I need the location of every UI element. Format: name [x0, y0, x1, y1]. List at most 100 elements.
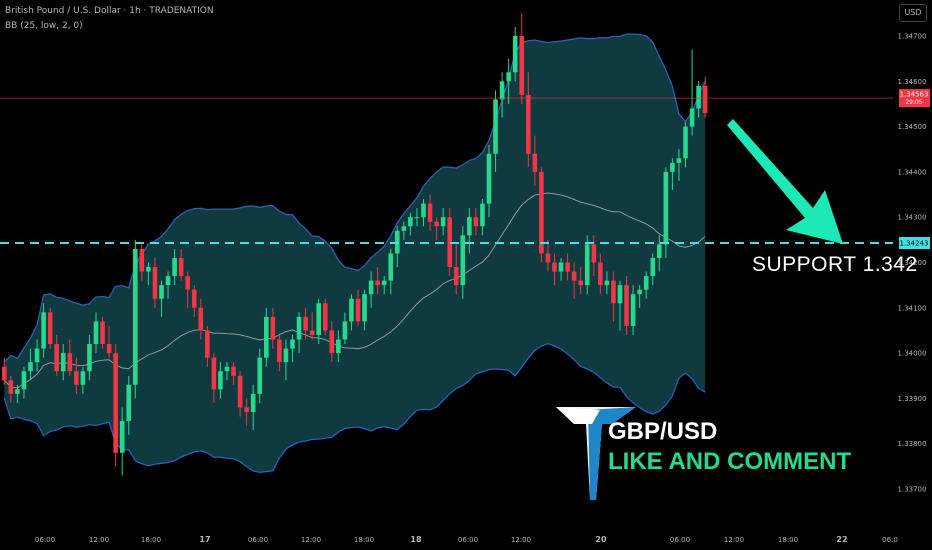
candle[interactable]	[15, 384, 20, 403]
candle[interactable]	[493, 90, 498, 172]
candle[interactable]	[388, 248, 394, 295]
candle[interactable]	[624, 276, 629, 335]
candle[interactable]	[480, 199, 485, 236]
candle[interactable]	[283, 339, 289, 381]
candle[interactable]	[159, 280, 164, 317]
candle[interactable]	[447, 208, 452, 277]
candle[interactable]	[257, 348, 263, 403]
candle[interactable]	[421, 199, 426, 227]
candle[interactable]	[512, 26, 518, 82]
candle[interactable]	[303, 307, 308, 340]
candle[interactable]	[519, 13, 525, 104]
candle[interactable]	[689, 49, 695, 136]
candle[interactable]	[8, 375, 14, 403]
candle[interactable]	[224, 362, 230, 381]
candle[interactable]	[683, 122, 688, 168]
candle[interactable]	[486, 144, 492, 218]
candle[interactable]	[552, 253, 557, 286]
candle[interactable]	[93, 312, 99, 354]
candle[interactable]	[617, 280, 623, 331]
candle[interactable]	[126, 375, 132, 435]
candle[interactable]	[571, 262, 577, 299]
candle[interactable]	[460, 226, 466, 299]
candle[interactable]	[119, 407, 125, 476]
candle[interactable]	[290, 334, 295, 363]
candle[interactable]	[41, 303, 46, 358]
candle[interactable]	[28, 348, 33, 381]
candle[interactable]	[611, 271, 616, 322]
candle[interactable]	[2, 357, 7, 385]
candle[interactable]	[250, 384, 256, 431]
candle[interactable]	[670, 158, 675, 191]
candle[interactable]	[146, 262, 151, 286]
candle[interactable]	[499, 72, 505, 118]
candle[interactable]	[191, 285, 197, 317]
candle[interactable]	[676, 149, 682, 181]
candle[interactable]	[336, 330, 341, 363]
candle[interactable]	[165, 271, 171, 299]
candle[interactable]	[270, 307, 276, 349]
candle[interactable]	[578, 267, 583, 295]
indicator-title[interactable]: BB (25, low, 2, 0)	[5, 21, 83, 31]
candle[interactable]	[434, 217, 439, 240]
candle[interactable]	[322, 298, 328, 335]
candle[interactable]	[473, 208, 479, 236]
candle[interactable]	[296, 312, 302, 354]
candle[interactable]	[545, 239, 551, 272]
candle[interactable]	[604, 271, 610, 295]
candle[interactable]	[401, 221, 407, 240]
candle[interactable]	[696, 81, 701, 118]
candle[interactable]	[598, 253, 603, 295]
candle[interactable]	[74, 357, 79, 394]
candle[interactable]	[630, 285, 636, 335]
candle[interactable]	[414, 208, 420, 227]
candle[interactable]	[368, 271, 374, 308]
candle[interactable]	[34, 339, 40, 372]
candle[interactable]	[172, 248, 177, 286]
candle[interactable]	[375, 267, 380, 295]
candle[interactable]	[211, 353, 217, 403]
candle[interactable]	[205, 325, 210, 367]
currency-button[interactable]: USD	[899, 4, 927, 22]
candle[interactable]	[663, 167, 669, 258]
candle[interactable]	[565, 253, 570, 281]
candle[interactable]	[113, 344, 118, 467]
candle[interactable]	[558, 257, 564, 281]
candle[interactable]	[342, 312, 348, 345]
candle[interactable]	[218, 362, 223, 399]
candle[interactable]	[381, 276, 387, 295]
candle[interactable]	[244, 398, 249, 426]
candle[interactable]	[87, 334, 92, 381]
candle[interactable]	[467, 208, 472, 254]
candle[interactable]	[650, 253, 656, 286]
candle[interactable]	[349, 294, 354, 331]
candle[interactable]	[637, 285, 642, 308]
candle[interactable]	[408, 212, 413, 236]
candle[interactable]	[526, 72, 531, 168]
candle[interactable]	[702, 76, 708, 118]
candle[interactable]	[453, 244, 459, 295]
candle[interactable]	[362, 289, 367, 331]
candle[interactable]	[506, 58, 511, 104]
candle[interactable]	[532, 135, 538, 186]
candle[interactable]	[237, 371, 243, 417]
candle[interactable]	[178, 248, 184, 281]
candle[interactable]	[329, 321, 335, 363]
candle[interactable]	[264, 307, 269, 367]
candle[interactable]	[643, 271, 649, 299]
candle[interactable]	[67, 339, 73, 376]
time-axis[interactable]	[0, 529, 932, 550]
candle[interactable]	[277, 334, 282, 372]
candle[interactable]	[47, 307, 53, 349]
candle[interactable]	[231, 362, 236, 385]
candle[interactable]	[198, 298, 204, 340]
candle[interactable]	[106, 325, 112, 358]
candle[interactable]	[60, 344, 66, 381]
candle[interactable]	[54, 334, 59, 376]
candle[interactable]	[584, 235, 590, 295]
candle[interactable]	[21, 366, 27, 399]
candle[interactable]	[440, 208, 446, 236]
candle[interactable]	[80, 366, 86, 394]
candle[interactable]	[657, 235, 662, 272]
